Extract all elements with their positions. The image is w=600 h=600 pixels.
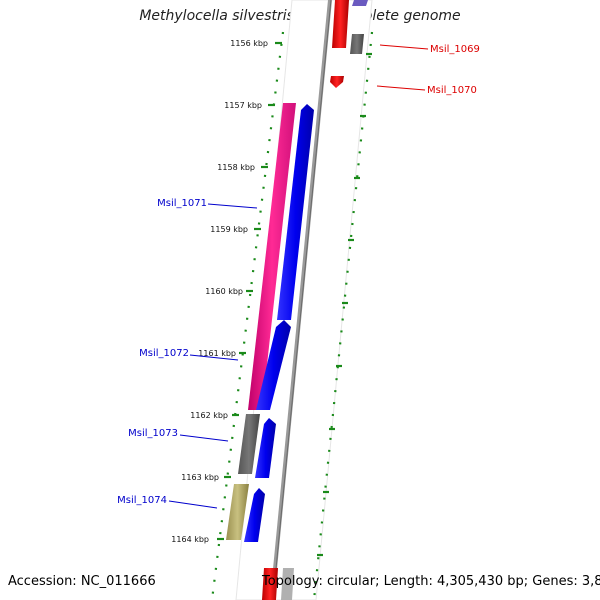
leader-msil-1074 [168,500,218,509]
outer-ring-ticks [317,52,372,557]
gene-forward-1[interactable] [277,104,314,320]
tick-label-1160: 1160 kbp [205,287,243,296]
gene-msil-1070[interactable] [330,76,344,88]
gene-bottom-gray[interactable] [281,568,294,600]
label-msil-1074[interactable]: Msil_1074 [117,495,167,506]
gene-msil-1069[interactable] [350,34,364,54]
leader-msil-1071 [207,203,258,209]
tick-label-1162: 1162 kbp [190,411,228,420]
gene-msil-1074-forward[interactable] [244,488,265,542]
tick-label-1164: 1164 kbp [171,535,209,544]
tick-label-1158: 1158 kbp [217,163,255,172]
accession-text: Accession: NC_011666 [8,574,156,589]
label-msil-1071[interactable]: Msil_1071 [157,198,207,209]
leader-msil-1069 [379,44,429,50]
backbone-axis [270,0,332,600]
topology-text: Topology: circular; Length: 4,305,430 bp… [262,574,600,589]
leader-msil-1070 [376,85,426,91]
label-msil-1073[interactable]: Msil_1073 [128,428,178,439]
gene-forward-2[interactable] [256,320,291,410]
gene-top-purple[interactable] [352,0,368,6]
label-msil-1072[interactable]: Msil_1072 [139,348,189,359]
backbone-axis-shadow [272,0,332,600]
gene-msil-1073[interactable] [238,414,260,474]
tick-label-1161: 1161 kbp [198,349,236,358]
gene-bottom-red[interactable] [262,568,278,600]
gene-top-red[interactable] [332,0,349,48]
tick-label-1156: 1156 kbp [230,39,268,48]
tick-label-1157: 1157 kbp [224,101,262,110]
tick-label-1163: 1163 kbp [181,473,219,482]
label-msil-1069[interactable]: Msil_1069 [430,44,480,55]
label-msil-1070[interactable]: Msil_1070 [427,85,477,96]
ruler-ticks [217,41,282,541]
leader-msil-1072 [189,354,239,361]
tick-label-1159: 1159 kbp [210,225,248,234]
gene-msil-1074[interactable] [226,484,249,540]
gene-msil-1073-forward[interactable] [255,418,276,478]
leader-msil-1073 [179,434,229,442]
gene-msil-1071[interactable] [248,103,296,410]
